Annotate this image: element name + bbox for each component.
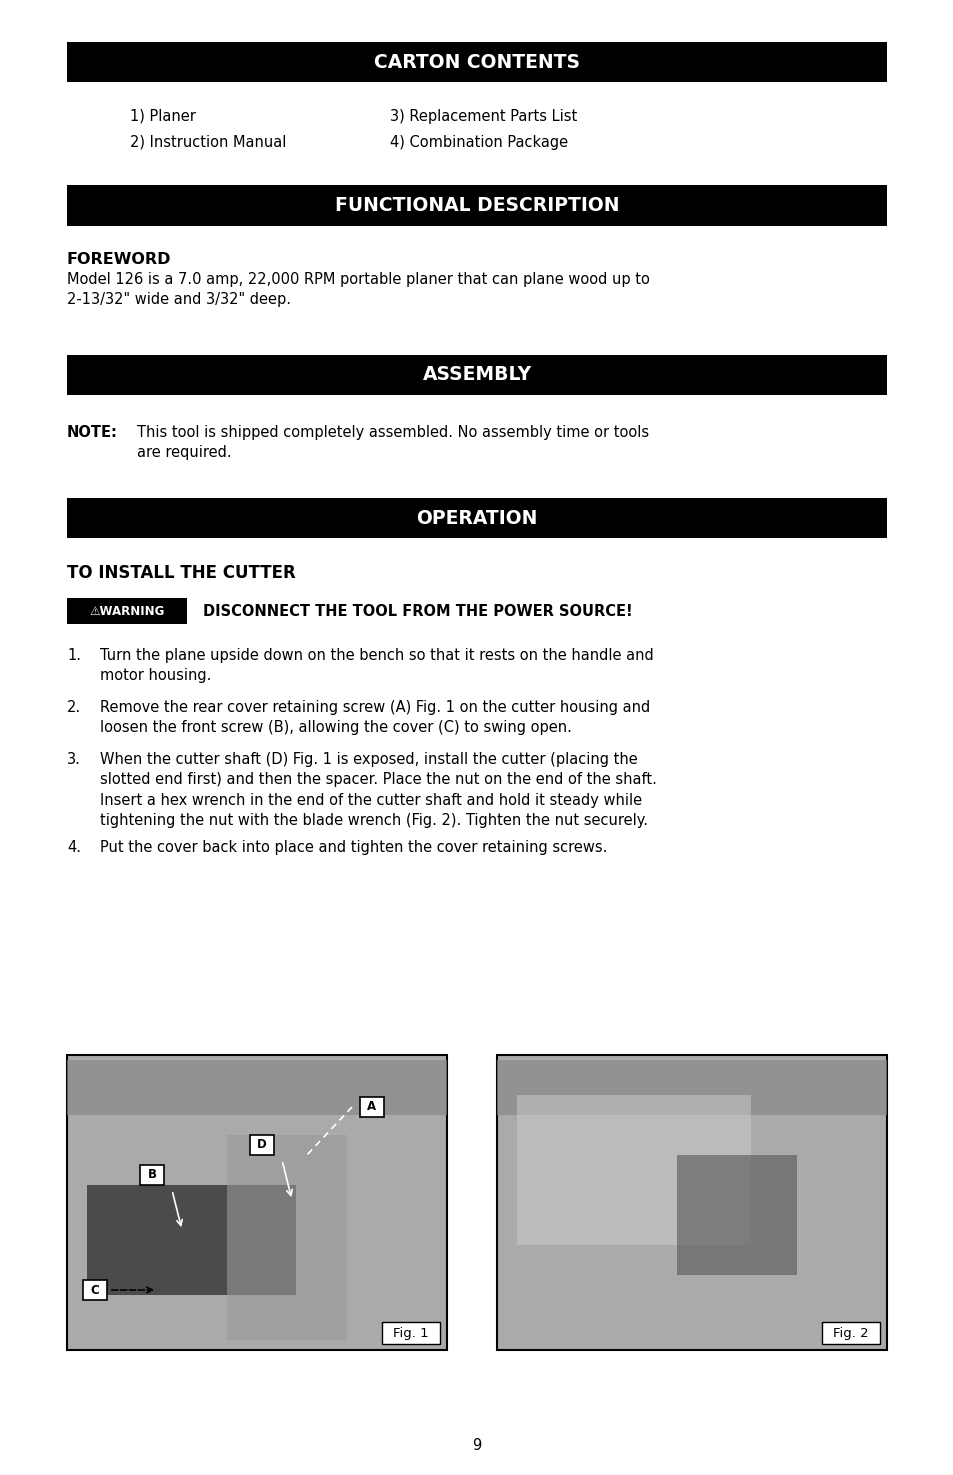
Bar bbox=[67, 1061, 447, 1115]
Bar bbox=[67, 499, 886, 538]
Text: A: A bbox=[367, 1100, 376, 1114]
Text: B: B bbox=[148, 1168, 156, 1181]
Text: 1.: 1. bbox=[67, 648, 81, 662]
Text: C: C bbox=[91, 1283, 99, 1297]
Bar bbox=[67, 597, 187, 624]
Text: NOTE:: NOTE: bbox=[67, 425, 118, 440]
Text: 2.: 2. bbox=[67, 701, 81, 715]
Text: ASSEMBLY: ASSEMBLY bbox=[422, 366, 531, 385]
Text: 3.: 3. bbox=[67, 752, 81, 767]
Bar bbox=[517, 1094, 750, 1245]
Text: 4) Combination Package: 4) Combination Package bbox=[390, 134, 568, 149]
Text: 2) Instruction Manual: 2) Instruction Manual bbox=[130, 134, 286, 149]
Text: 9: 9 bbox=[472, 1438, 481, 1453]
Text: 1) Planer: 1) Planer bbox=[130, 109, 195, 124]
Bar bbox=[67, 184, 886, 226]
Text: This tool is shipped completely assembled. No assembly time or tools
are require: This tool is shipped completely assemble… bbox=[137, 425, 648, 460]
Bar bbox=[250, 1134, 274, 1155]
Bar bbox=[677, 1155, 796, 1274]
Text: 3) Replacement Parts List: 3) Replacement Parts List bbox=[390, 109, 577, 124]
Bar bbox=[83, 1280, 107, 1299]
Text: Model 126 is a 7.0 amp, 22,000 RPM portable planer that can plane wood up to
2-1: Model 126 is a 7.0 amp, 22,000 RPM porta… bbox=[67, 271, 649, 307]
Bar bbox=[67, 1055, 447, 1350]
Bar bbox=[67, 41, 886, 83]
Text: FOREWORD: FOREWORD bbox=[67, 252, 172, 267]
Text: Fig. 2: Fig. 2 bbox=[832, 1326, 868, 1339]
Text: OPERATION: OPERATION bbox=[416, 509, 537, 528]
Bar bbox=[87, 1184, 295, 1295]
Text: Put the cover back into place and tighten the cover retaining screws.: Put the cover back into place and tighte… bbox=[100, 839, 607, 856]
Text: FUNCTIONAL DESCRIPTION: FUNCTIONAL DESCRIPTION bbox=[335, 196, 618, 215]
Text: When the cutter shaft (D) Fig. 1 is exposed, install the cutter (placing the
slo: When the cutter shaft (D) Fig. 1 is expo… bbox=[100, 752, 657, 827]
Text: 4.: 4. bbox=[67, 839, 81, 856]
Text: DISCONNECT THE TOOL FROM THE POWER SOURCE!: DISCONNECT THE TOOL FROM THE POWER SOURC… bbox=[203, 603, 632, 618]
Text: Fig. 1: Fig. 1 bbox=[393, 1326, 428, 1339]
Bar bbox=[497, 1055, 886, 1350]
Bar bbox=[67, 355, 886, 395]
Text: Turn the plane upside down on the bench so that it rests on the handle and
motor: Turn the plane upside down on the bench … bbox=[100, 648, 653, 683]
Text: CARTON CONTENTS: CARTON CONTENTS bbox=[374, 53, 579, 71]
Text: Remove the rear cover retaining screw (A) Fig. 1 on the cutter housing and
loose: Remove the rear cover retaining screw (A… bbox=[100, 701, 650, 736]
Text: ⚠WARNING: ⚠WARNING bbox=[90, 605, 165, 618]
Bar bbox=[381, 1322, 439, 1344]
Bar bbox=[497, 1061, 886, 1115]
Bar bbox=[140, 1165, 164, 1184]
Text: D: D bbox=[257, 1139, 267, 1152]
Text: TO INSTALL THE CUTTER: TO INSTALL THE CUTTER bbox=[67, 563, 295, 583]
Bar bbox=[227, 1134, 347, 1339]
Bar bbox=[359, 1097, 384, 1117]
Bar bbox=[821, 1322, 879, 1344]
